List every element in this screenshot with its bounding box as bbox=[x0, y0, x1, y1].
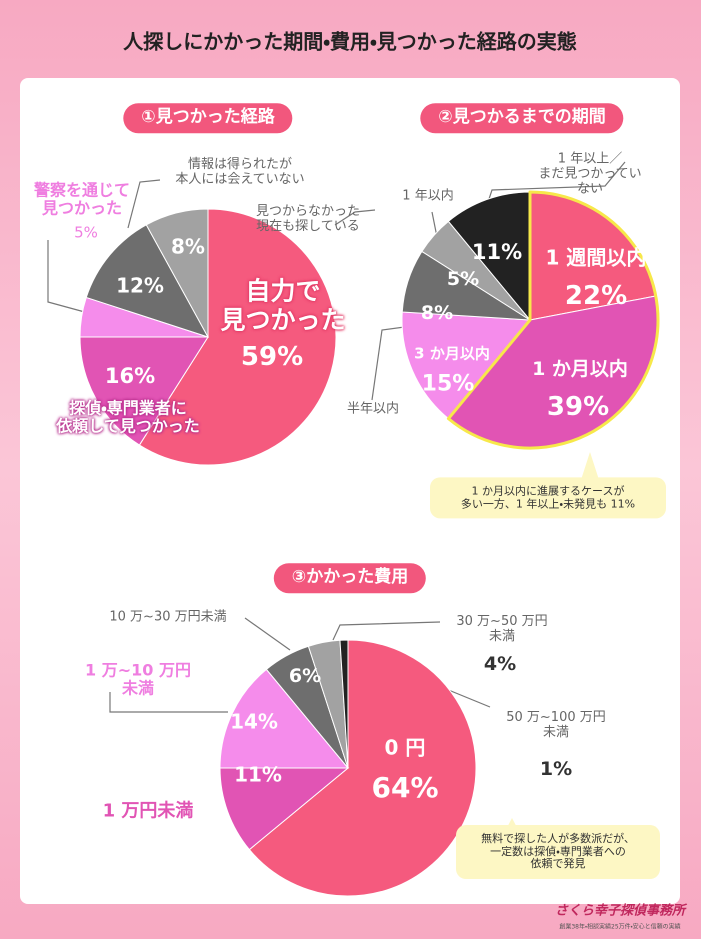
pie-slice bbox=[339, 639, 349, 769]
slice-label: 探偵・専門業者に 依頼して見つかった bbox=[56, 398, 200, 436]
value-label: 16% bbox=[104, 363, 156, 388]
slice-label: 警察を通じて 見つかった bbox=[33, 180, 131, 218]
value-label: 8% bbox=[171, 234, 205, 259]
note-pointer bbox=[580, 452, 600, 483]
annotation: 無料で探した人が多数派だが、 一定数は探偵・専門業者への 依頼で発見 bbox=[456, 825, 660, 879]
value-label: 39% bbox=[546, 392, 610, 423]
annotation: 1 か月以内に進展するケースが 多い一方、1 年以上・未発見も 11% bbox=[430, 477, 666, 519]
logo-name: さくら幸子探偵事務所 bbox=[554, 903, 686, 919]
pie-slice bbox=[145, 208, 209, 338]
pie-slice bbox=[138, 208, 337, 466]
value-label: 15% bbox=[421, 371, 475, 397]
pie-slice bbox=[85, 224, 210, 338]
section-title: ②見つかるまでの期間 bbox=[420, 103, 624, 133]
leader bbox=[244, 617, 291, 651]
leader bbox=[334, 209, 376, 226]
highlight-outline bbox=[446, 190, 660, 450]
slice-label: 情報は得られたが 本人には会えていない bbox=[175, 157, 305, 187]
section-title: ①見つかった経路 bbox=[123, 103, 293, 133]
leader bbox=[127, 179, 161, 229]
pie-slice bbox=[79, 336, 209, 446]
slice-label: 50 万~100 万円 未満 bbox=[506, 710, 606, 740]
value-label: 5% bbox=[74, 223, 98, 242]
slice-label: 1 年以上／ まだ見つかっていない bbox=[538, 151, 642, 197]
page-title: 人探しにかかった期間・費用・見つかった経路の実態 bbox=[123, 29, 577, 54]
pie-slice bbox=[447, 191, 531, 322]
slice-label: 自力で 見つかった bbox=[220, 276, 346, 334]
value-label: 1% bbox=[539, 758, 573, 781]
value-label: 14% bbox=[230, 709, 278, 734]
slice-label: 見つからなかった 現在も探している bbox=[255, 204, 361, 234]
value-label: 22% bbox=[564, 281, 628, 312]
value-label: 64% bbox=[371, 770, 439, 804]
value-label: 11% bbox=[234, 762, 282, 787]
slice-label: 半年以内 bbox=[346, 401, 400, 417]
value-label: 11% bbox=[471, 239, 523, 264]
leader bbox=[47, 240, 93, 315]
slice-label: 1 か月以内 bbox=[532, 358, 628, 381]
slice-label: 1 週間以内 bbox=[545, 245, 647, 270]
slice-label: 1 年以内 bbox=[402, 188, 454, 204]
pie-slice bbox=[401, 311, 532, 420]
slice-label: 1 万~10 万円 未満 bbox=[85, 660, 191, 698]
slice-label: 10 万~30 万円未満 bbox=[109, 609, 227, 625]
value-label: 5% bbox=[446, 268, 480, 291]
value-label: 8% bbox=[420, 302, 454, 325]
value-label: 59% bbox=[240, 342, 304, 373]
value-label: 6% bbox=[288, 665, 322, 688]
value-label: 12% bbox=[116, 273, 164, 298]
value-label: 4% bbox=[483, 653, 517, 676]
slice-label: 30 万~50 万円 未満 bbox=[456, 614, 548, 644]
logo-tagline: 創業38年・相談実績25万件・安心と信頼の実績 bbox=[559, 923, 681, 931]
pie-slice bbox=[248, 639, 477, 897]
leader bbox=[332, 621, 441, 641]
pie-slice bbox=[219, 767, 350, 851]
pie-slice bbox=[219, 668, 350, 769]
slice-label: 3 か月以内 bbox=[414, 344, 490, 363]
section-title: ③かかった費用 bbox=[273, 563, 427, 593]
leader bbox=[109, 692, 228, 713]
slice-label: 1 万円未満 bbox=[102, 800, 194, 822]
slice-label: 0 円 bbox=[384, 735, 426, 760]
